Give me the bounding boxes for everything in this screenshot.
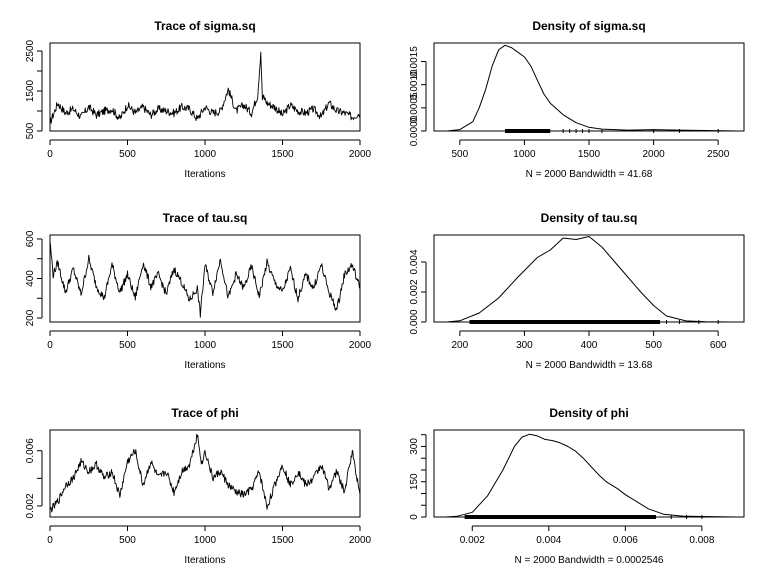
- chart-panel-5: Trace of phi 0 500 1000 1500 2000 0.002 0.006 It…: [25, 406, 372, 566]
- chart-title: Density of sigma.sq: [532, 19, 645, 33]
- y-tick-label: 300: [409, 438, 420, 455]
- x-tick-label: 2000: [349, 535, 372, 546]
- rug-band: [469, 320, 661, 324]
- x-tick-label: 200: [451, 340, 468, 351]
- rug-band: [505, 129, 551, 133]
- y-tick-label: 0.004: [409, 249, 420, 274]
- x-tick-label: 2000: [642, 149, 665, 160]
- trace-series-line: [49, 241, 361, 318]
- x-tick-label: 1500: [271, 535, 294, 546]
- x-tick-label: 2000: [349, 340, 372, 351]
- y-tick-label: 0.0005: [409, 92, 420, 123]
- x-tick-label: 1500: [578, 149, 601, 160]
- y-tick-label: 2500: [25, 39, 36, 62]
- x-tick-label: 1500: [271, 149, 294, 160]
- x-axis-label: N = 2000 Bandwidth = 41.68: [526, 169, 653, 180]
- x-tick-label: 0.004: [536, 535, 561, 546]
- x-tick-label: 0: [47, 149, 53, 160]
- y-tick-label: 0.002: [25, 493, 36, 518]
- x-tick-label: 500: [645, 340, 662, 351]
- x-tick-label: 0.006: [613, 535, 638, 546]
- y-tick-label: 1500: [25, 79, 36, 102]
- chart-panel-2: Density of sigma.sq 500 1000 1500 2000 2500 0.…: [409, 19, 745, 180]
- x-tick-label: 0: [47, 535, 53, 546]
- y-tick-label: 0.000: [409, 309, 420, 334]
- x-tick-label: 0.008: [689, 535, 714, 546]
- y-tick-label: 500: [25, 122, 36, 139]
- y-tick-label: 0.006: [25, 438, 36, 463]
- chart-title: Trace of sigma.sq: [154, 19, 255, 33]
- y-tick-label: 0.002: [409, 279, 420, 304]
- chart-panel-3: Trace of tau.sq 0 500 1000 1500 2000 200 400 600…: [25, 211, 372, 371]
- x-axis-label: N = 2000 Bandwidth = 0.0002546: [514, 555, 663, 566]
- y-tick-label: 150: [409, 473, 420, 490]
- y-tick-label: 0: [409, 514, 420, 520]
- density-curve: [446, 44, 738, 132]
- y-tick-label: 600: [25, 230, 36, 247]
- y-tick-label: 0.0010: [409, 69, 420, 100]
- x-tick-label: 2500: [707, 149, 730, 160]
- y-tick-label: 0.0000: [409, 115, 420, 146]
- plot-frame: [49, 234, 361, 323]
- chart-title: Density of phi: [549, 406, 628, 420]
- plot-frame: [49, 429, 361, 518]
- x-axis-label: Iterations: [184, 360, 225, 371]
- x-tick-label: 300: [516, 340, 533, 351]
- x-tick-label: 0: [47, 340, 53, 351]
- chart-panel-1: Trace of sigma.sq 0 500 1000 1500 2000 500 1500…: [25, 19, 372, 180]
- density-curve: [446, 236, 732, 323]
- x-tick-label: 1000: [194, 149, 217, 160]
- plot-frame: [433, 42, 745, 132]
- x-axis-label: N = 2000 Bandwidth = 13.68: [526, 360, 653, 371]
- trace-series-line: [49, 51, 361, 124]
- x-tick-label: 500: [451, 149, 468, 160]
- x-tick-label: 1000: [194, 535, 217, 546]
- x-tick-label: 1000: [194, 340, 217, 351]
- plot-frame: [433, 234, 745, 323]
- rug-band: [464, 515, 656, 519]
- x-tick-label: 0.002: [460, 535, 485, 546]
- y-tick-label: 0.0015: [409, 46, 420, 77]
- plot-frame: [49, 42, 361, 132]
- y-tick-label: 400: [25, 270, 36, 287]
- chart-title: Trace of phi: [171, 406, 238, 420]
- x-tick-label: 1500: [271, 340, 294, 351]
- x-tick-label: 500: [119, 149, 136, 160]
- chart-panel-6: Density of phi 0.002 0.004 0.006 0.008 0 150 30…: [409, 406, 745, 566]
- chart-title: Density of tau.sq: [541, 211, 638, 225]
- x-tick-label: 400: [581, 340, 598, 351]
- x-tick-label: 1000: [513, 149, 536, 160]
- x-tick-label: 500: [119, 535, 136, 546]
- chart-title: Trace of tau.sq: [163, 211, 248, 225]
- x-axis-label: Iterations: [184, 555, 225, 566]
- chart-panel-4: Density of tau.sq 200 300 400 500 600 0.000 0.0…: [409, 211, 745, 371]
- density-curve: [445, 433, 737, 518]
- y-tick-label: 200: [25, 309, 36, 326]
- x-tick-label: 2000: [349, 149, 372, 160]
- trace-series-line: [49, 433, 361, 513]
- x-axis-label: Iterations: [184, 169, 225, 180]
- x-tick-label: 500: [119, 340, 136, 351]
- x-tick-label: 600: [710, 340, 727, 351]
